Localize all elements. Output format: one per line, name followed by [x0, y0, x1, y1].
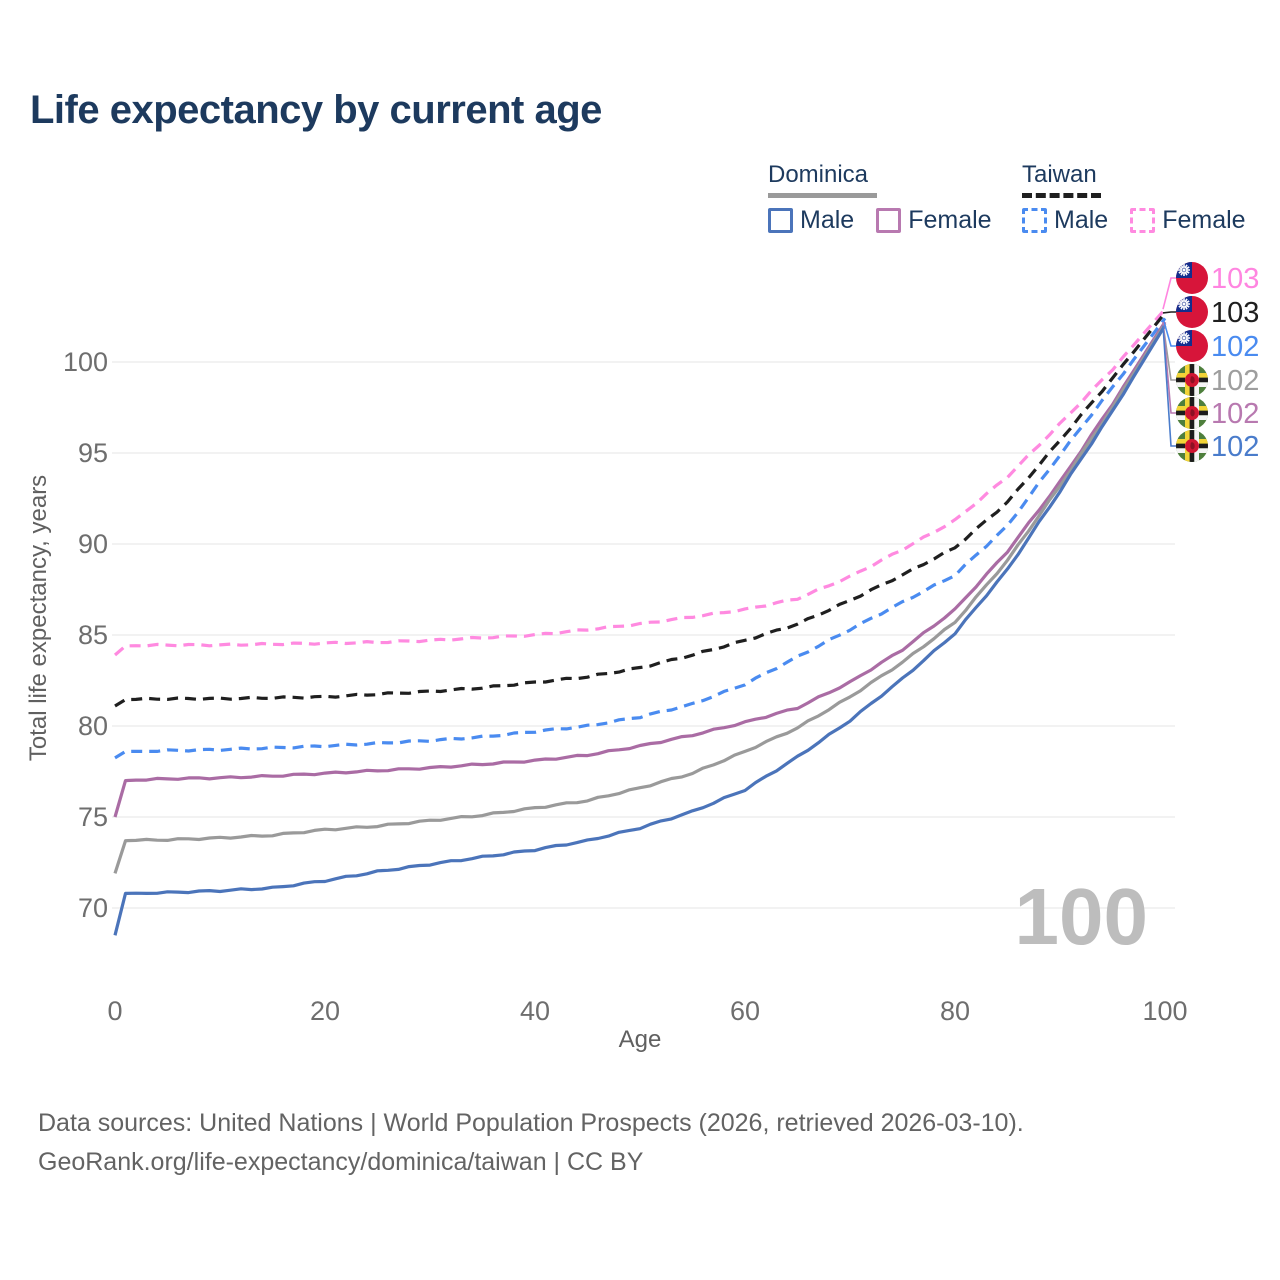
x-tick-label-20: 20: [310, 996, 340, 1026]
x-tick-label-40: 40: [520, 996, 550, 1026]
series-line-dominica-male[interactable]: [113, 324, 1167, 936]
legend-country-label: Dominica: [768, 161, 869, 188]
y-tick-label-85: 85: [78, 620, 108, 650]
watermark-age-100: 100: [1015, 872, 1148, 961]
legend-item-label: Female: [908, 206, 992, 234]
taiwan-female-swatch: [1130, 208, 1156, 233]
legend-item-taiwan-male[interactable]: Male: [1022, 206, 1108, 235]
callout-dominica-female: [1162, 321, 1176, 414]
taiwan-male-swatch: [1022, 208, 1047, 233]
end-label-taiwan-male: 102: [1176, 330, 1259, 363]
footer-attribution: GeoRank.org/life-expectancy/dominica/tai…: [38, 1148, 644, 1176]
y-tick-label-70: 70: [78, 893, 108, 923]
legend-item-label: Male: [1054, 206, 1109, 234]
end-label-value-taiwan-all: 103: [1211, 297, 1259, 329]
legend-item-taiwan-female[interactable]: Female: [1130, 206, 1246, 235]
series-line-taiwan-male[interactable]: [114, 317, 1167, 760]
series-line-taiwan-female[interactable]: [113, 308, 1167, 657]
dominica-male-swatch: [768, 208, 793, 233]
legend-group-taiwan: Taiwan Male Female: [1022, 161, 1268, 235]
taiwan-line-swatch: [1022, 193, 1101, 198]
legend-country-taiwan[interactable]: Taiwan: [1022, 161, 1268, 198]
legend-item-label: Male: [800, 206, 855, 234]
y-tick-label-90: 90: [78, 529, 108, 559]
x-tick-label-100: 100: [1142, 996, 1187, 1026]
y-tick-label-100: 100: [63, 347, 108, 377]
x-tick-label-60: 60: [730, 996, 760, 1026]
dominica-female-swatch: [876, 208, 902, 233]
end-label-dominica-female: 102: [1176, 397, 1259, 430]
y-tick-label-80: 80: [78, 711, 108, 741]
end-label-value-dominica-all: 102: [1211, 365, 1259, 397]
flag-dominica: [1176, 397, 1208, 429]
callout-taiwan-female: [1162, 277, 1176, 310]
end-label-dominica-all: 102: [1176, 364, 1259, 397]
series-line-dominica-female[interactable]: [113, 321, 1167, 818]
legend-country-label: Taiwan: [1022, 161, 1097, 188]
flag-taiwan: [1176, 296, 1208, 328]
end-label-taiwan-female: 103: [1176, 262, 1259, 295]
callout-taiwan-male: [1162, 318, 1176, 347]
callout-taiwan-all: [1162, 311, 1176, 314]
x-tick-label-80: 80: [940, 996, 970, 1026]
flag-dominica: [1176, 364, 1208, 396]
flag-taiwan: [1176, 262, 1208, 294]
legend-items-dominica: Male Female: [768, 206, 1014, 235]
end-label-taiwan-all: 103: [1176, 296, 1259, 329]
end-label-value-taiwan-female: 103: [1211, 263, 1259, 295]
callout-dominica-all: [1162, 323, 1176, 381]
x-axis-title: Age: [619, 1026, 662, 1053]
end-label-value-dominica-male: 102: [1211, 431, 1259, 463]
legend-items-taiwan: Male Female: [1022, 206, 1268, 235]
series-line-dominica-all[interactable]: [113, 322, 1167, 874]
y-tick-label-95: 95: [78, 438, 108, 468]
end-label-value-dominica-female: 102: [1211, 398, 1259, 430]
legend-item-dominica-female[interactable]: Female: [876, 206, 992, 235]
footer-data-sources: Data sources: United Nations | World Pop…: [38, 1109, 1024, 1137]
flag-taiwan: [1176, 330, 1208, 362]
legend-country-dominica[interactable]: Dominica: [768, 161, 1014, 198]
y-axis-title: Total life expectancy, years: [25, 475, 52, 761]
series-line-taiwan-all[interactable]: [114, 311, 1167, 708]
legend-group-dominica: Dominica Male Female: [768, 161, 1014, 235]
legend-item-dominica-male[interactable]: Male: [768, 206, 854, 235]
page-title: Life expectancy by current age: [30, 88, 602, 132]
y-tick-label-75: 75: [78, 802, 108, 832]
legend-item-label: Female: [1162, 206, 1246, 234]
end-label-value-taiwan-male: 102: [1211, 331, 1259, 363]
x-tick-label-0: 0: [107, 996, 122, 1026]
dominica-line-swatch: [768, 193, 877, 198]
end-label-dominica-male: 102: [1176, 430, 1259, 463]
callout-dominica-male: [1162, 325, 1176, 447]
flag-dominica: [1176, 430, 1208, 462]
